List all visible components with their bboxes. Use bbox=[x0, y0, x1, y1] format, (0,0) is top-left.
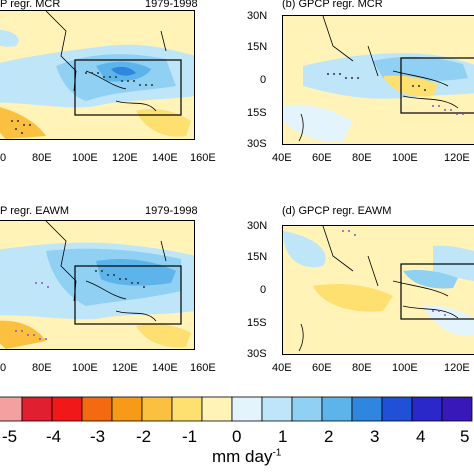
colorbar-label: 0 bbox=[232, 427, 242, 446]
panel-d-title: (d) GPCP regr. EAWM bbox=[282, 205, 392, 217]
map-panel-a bbox=[0, 10, 195, 140]
panel-a-period: 1979-1998 bbox=[145, 0, 198, 10]
colorbar-label: -2 bbox=[136, 427, 152, 446]
colorbar-label: 4 bbox=[416, 427, 426, 446]
panel-b-xtick: 100E bbox=[392, 152, 418, 164]
panel-c-title: P regr. EAWM bbox=[0, 205, 70, 217]
panel-c-xtick: 100E bbox=[72, 362, 98, 374]
colorbar-units: mm day-1 bbox=[212, 447, 281, 467]
colorbar-label: -4 bbox=[46, 427, 62, 446]
colorbar-swatch bbox=[411, 396, 443, 422]
colorbar-swatch bbox=[351, 396, 383, 422]
units-text: mm day bbox=[212, 447, 273, 466]
panel-d-xtick: 120E bbox=[444, 362, 470, 374]
panel-b-xtick: 80E bbox=[352, 152, 372, 164]
colorbar-label: 2 bbox=[324, 427, 334, 446]
precip-field-b bbox=[283, 16, 474, 144]
panel-d-xtick: 60E bbox=[312, 362, 332, 374]
panel-d-ytick: 0 bbox=[260, 284, 267, 296]
panel-d-xtick: 80E bbox=[352, 362, 372, 374]
panel-b-ytick: 0 bbox=[260, 74, 267, 86]
panel-b-ytick: 30N bbox=[247, 10, 268, 22]
panel-d-ytick: 30S bbox=[247, 348, 267, 360]
colorbar-swatch bbox=[441, 396, 473, 422]
map-panel-c bbox=[0, 220, 195, 350]
colorbar-swatch bbox=[321, 396, 353, 422]
colorbar-swatch bbox=[81, 396, 113, 422]
panel-c-xtick: 140E bbox=[152, 362, 178, 374]
precip-field-a bbox=[0, 11, 194, 139]
panel-d-xtick: 40E bbox=[272, 362, 292, 374]
panel-a-xtick: 140E bbox=[152, 152, 178, 164]
colorbar-swatch bbox=[261, 396, 293, 422]
colorbar-swatch bbox=[111, 396, 143, 422]
colorbar-label: -1 bbox=[182, 427, 198, 446]
colorbar-label: 1 bbox=[278, 427, 288, 446]
panel-c-xtick: 120E bbox=[112, 362, 138, 374]
colorbar bbox=[0, 395, 474, 425]
panel-b-xtick: 60E bbox=[312, 152, 332, 164]
panel-c-xtick: 160E bbox=[190, 362, 216, 374]
panel-b-xtick: 40E bbox=[272, 152, 292, 164]
panel-b-ytick: 15S bbox=[247, 107, 267, 119]
panel-d-xtick: 100E bbox=[392, 362, 418, 374]
colorbar-label: 5 bbox=[460, 427, 470, 446]
panel-b-ytick: 15N bbox=[247, 41, 268, 53]
colorbar-swatches bbox=[0, 396, 473, 422]
panel-c-xtick: 0 bbox=[0, 362, 7, 374]
panel-b-xtick: 120E bbox=[444, 152, 470, 164]
panel-b-ytick: 30S bbox=[247, 138, 267, 150]
panel-a-xtick: 0 bbox=[0, 152, 7, 164]
colorbar-swatch bbox=[381, 396, 413, 422]
panel-a-title: P regr. MCR bbox=[0, 0, 61, 10]
colorbar-swatch bbox=[291, 396, 323, 422]
colorbar-swatch bbox=[201, 396, 233, 422]
colorbar-label: -5 bbox=[2, 427, 18, 446]
precip-field-d bbox=[283, 226, 474, 354]
panel-b-title: (b) GPCP regr. MCR bbox=[282, 0, 383, 10]
panel-d-ytick: 15S bbox=[247, 317, 267, 329]
colorbar-swatch bbox=[21, 396, 53, 422]
map-panel-d bbox=[282, 225, 474, 355]
colorbar-swatch bbox=[171, 396, 203, 422]
panel-c-xtick: 80E bbox=[32, 362, 52, 374]
colorbar-label: 3 bbox=[370, 427, 380, 446]
panel-d-ytick: 30N bbox=[247, 220, 268, 232]
map-panel-b bbox=[282, 15, 474, 145]
panel-a-xtick: 100E bbox=[72, 152, 98, 164]
panel-a-xtick: 80E bbox=[32, 152, 52, 164]
colorbar-swatch bbox=[231, 396, 263, 422]
panel-c-period: 1979-1998 bbox=[145, 205, 198, 217]
units-exponent: -1 bbox=[272, 447, 282, 459]
colorbar-swatch bbox=[141, 396, 173, 422]
panel-d-ytick: 15N bbox=[247, 251, 268, 263]
panel-a-xtick: 160E bbox=[190, 152, 216, 164]
colorbar-label: -3 bbox=[90, 427, 106, 446]
colorbar-swatch bbox=[51, 396, 83, 422]
colorbar-swatch bbox=[0, 396, 23, 422]
precip-field-c bbox=[0, 221, 194, 349]
panel-a-xtick: 120E bbox=[112, 152, 138, 164]
